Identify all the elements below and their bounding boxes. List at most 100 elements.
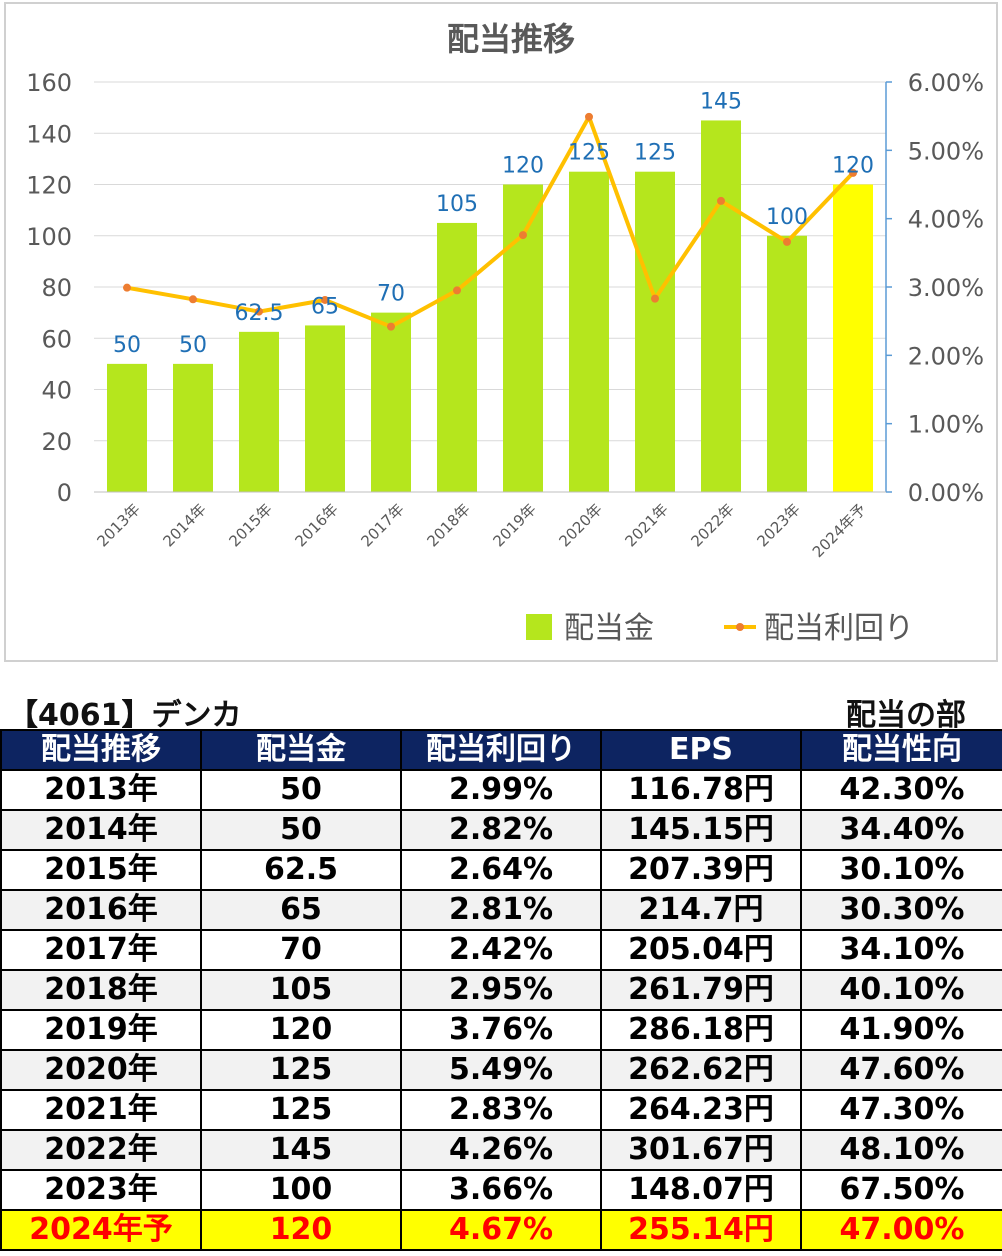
cell-eps: 255.14円 [600, 1209, 802, 1251]
cell-eps: 214.7円 [600, 889, 802, 931]
yield-marker [321, 295, 329, 304]
bar-data-label: 65 [311, 294, 339, 319]
cell-payout: 47.30% [800, 1089, 1002, 1131]
company-title: 【4061】デンカ [8, 698, 242, 733]
cell-payout: 34.40% [800, 809, 1002, 851]
cell-year: 2022年 [0, 1129, 202, 1171]
y-tick-label: 80 [41, 274, 72, 302]
table-header-row: 【4061】デンカ 配当の部 [0, 690, 1002, 733]
bar-data-label: 50 [113, 333, 141, 358]
cell-yield: 4.26% [400, 1129, 602, 1171]
table-row: 2014年 50 2.82% 145.15円 34.40% [0, 809, 1002, 851]
table-row: 2023年 100 3.66% 148.07円 67.50% [0, 1169, 1002, 1211]
cell-yield: 3.66% [400, 1169, 602, 1211]
bar [371, 312, 411, 492]
y-tick-label: 120 [26, 172, 72, 200]
legend-label-dividend: 配当金 [564, 611, 654, 646]
chart-title: 配当推移 [447, 20, 575, 58]
table-row: 2022年 145 4.26% 301.67円 48.10% [0, 1129, 1002, 1171]
y-tick-label: 0 [57, 479, 72, 507]
cell-yield: 3.76% [400, 1009, 602, 1051]
cell-dividend: 120 [200, 1009, 402, 1051]
y-tick-label: 40 [41, 377, 72, 405]
dividend-table: 配当推移 配当金 配当利回り EPS 配当性向 2013年 50 2.99% 116.… [0, 729, 1002, 1251]
cell-eps: 207.39円 [600, 849, 802, 891]
y2-tick-label: 2.00% [908, 342, 984, 370]
cell-eps: 264.23円 [600, 1089, 802, 1131]
bar-data-label: 50 [179, 333, 207, 358]
cell-eps: 145.15円 [600, 809, 802, 851]
cell-dividend: 105 [200, 969, 402, 1011]
yield-line [126, 114, 855, 329]
bar-data-label: 145 [700, 89, 742, 114]
y2-tick-label: 5.00% [908, 137, 984, 165]
bar-data-label: 105 [436, 192, 478, 217]
x-tick-label: 2020年 [555, 500, 605, 550]
table-row: 2021年 125 2.83% 264.23円 47.30% [0, 1089, 1002, 1131]
cell-year: 2023年 [0, 1169, 202, 1211]
header-payout: 配当性向 [800, 729, 1002, 771]
table-row: 2016年 65 2.81% 214.7円 30.30% [0, 889, 1002, 931]
bar [503, 184, 543, 492]
bar-data-label: 100 [766, 205, 808, 230]
table-header: 配当推移 配当金 配当利回り EPS 配当性向 [0, 729, 1002, 771]
cell-year: 2021年 [0, 1089, 202, 1131]
x-tick-label: 2022年 [687, 500, 737, 550]
bar [173, 363, 213, 492]
cell-dividend: 145 [200, 1129, 402, 1171]
cell-dividend: 120 [200, 1209, 402, 1251]
cell-dividend: 62.5 [200, 849, 402, 891]
cell-eps: 286.18円 [600, 1009, 802, 1051]
cell-yield: 2.64% [400, 849, 602, 891]
bar-data-label: 125 [568, 141, 610, 166]
cell-yield: 2.83% [400, 1089, 602, 1131]
yield-marker [387, 322, 395, 331]
x-tick-label: 2017年 [357, 500, 407, 550]
y2-tick-label: 0.00% [908, 479, 984, 507]
x-tick-label: 2018年 [423, 500, 473, 550]
bar [569, 171, 609, 492]
section-label: 配当の部 [846, 698, 966, 733]
table-row: 2015年 62.5 2.64% 207.39円 30.10% [0, 849, 1002, 891]
x-tick-label: 2013年 [93, 500, 143, 550]
cell-payout: 47.00% [800, 1209, 1002, 1251]
bar-data-label: 120 [832, 154, 874, 179]
yield-marker [585, 112, 593, 121]
x-tick-label: 2023年 [753, 500, 803, 550]
header-dividend: 配当金 [200, 729, 402, 771]
yield-marker [651, 294, 659, 303]
cell-payout: 30.10% [800, 849, 1002, 891]
cell-year: 2019年 [0, 1009, 202, 1051]
cell-payout: 41.90% [800, 1009, 1002, 1051]
cell-dividend: 50 [200, 769, 402, 811]
cell-yield: 2.42% [400, 929, 602, 971]
cell-dividend: 65 [200, 889, 402, 931]
y-tick-label: 160 [26, 69, 72, 97]
y-tick-label: 140 [26, 120, 72, 148]
y-tick-label: 20 [41, 428, 72, 456]
bar-data-label: 125 [634, 141, 676, 166]
cell-payout: 40.10% [800, 969, 1002, 1011]
y-tick-label: 60 [41, 325, 72, 353]
bar-data-label: 62.5 [235, 301, 284, 326]
yield-marker [783, 237, 791, 246]
cell-year: 2016年 [0, 889, 202, 931]
cell-yield: 2.82% [400, 809, 602, 851]
header-eps: EPS [600, 729, 802, 771]
cell-payout: 48.10% [800, 1129, 1002, 1171]
bar [833, 184, 873, 492]
yield-marker [255, 307, 263, 316]
cell-eps: 301.67円 [600, 1129, 802, 1171]
cell-eps: 116.78円 [600, 769, 802, 811]
y2-tick-label: 6.00% [908, 69, 984, 97]
legend-label-yield: 配当利回り [764, 611, 914, 646]
yield-marker [453, 286, 461, 295]
y-tick-label: 100 [26, 223, 72, 251]
header-yield: 配当利回り [400, 729, 602, 771]
yield-marker [189, 295, 197, 304]
dividend-chart: 配当推移 0 20 40 60 80 100 120 140 160 0.00% 1.00% 2.00%… [4, 2, 998, 662]
bar-data-label: 120 [502, 154, 544, 179]
cell-year: 2014年 [0, 809, 202, 851]
bar [437, 222, 477, 492]
cell-year: 2017年 [0, 929, 202, 971]
